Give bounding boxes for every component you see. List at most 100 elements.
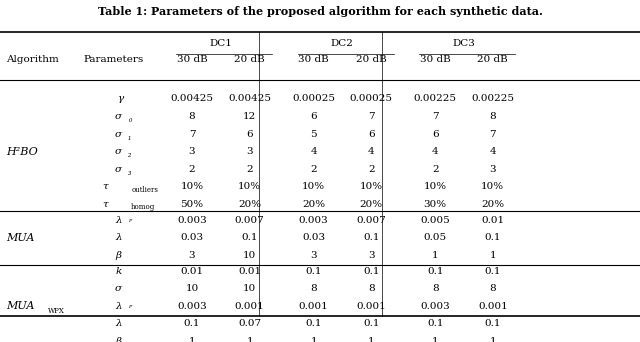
Text: 3: 3 — [189, 147, 195, 156]
Text: 0.00425: 0.00425 — [228, 94, 271, 103]
Text: 20 dB: 20 dB — [356, 54, 387, 64]
Text: 10: 10 — [243, 251, 256, 260]
Text: 20 dB: 20 dB — [234, 54, 265, 64]
Text: β: β — [115, 337, 122, 342]
Text: 0.1: 0.1 — [427, 319, 444, 328]
Text: homog: homog — [131, 203, 156, 211]
Text: σ: σ — [115, 147, 122, 156]
Text: H²BO: H²BO — [6, 147, 38, 157]
Text: 0.00225: 0.00225 — [471, 94, 515, 103]
Text: 10%: 10% — [302, 182, 325, 191]
Text: 2: 2 — [189, 165, 195, 174]
Text: 0.1: 0.1 — [305, 319, 322, 328]
Text: 0.1: 0.1 — [484, 319, 501, 328]
Text: 1: 1 — [490, 251, 496, 260]
Text: 0.01: 0.01 — [238, 267, 261, 276]
Text: ₀: ₀ — [127, 116, 131, 124]
Text: 0.007: 0.007 — [235, 216, 264, 225]
Text: 0.00425: 0.00425 — [170, 94, 214, 103]
Text: 0.01: 0.01 — [481, 216, 504, 225]
Text: 2: 2 — [246, 165, 253, 174]
Text: 30%: 30% — [424, 200, 447, 209]
Text: 0.1: 0.1 — [363, 267, 380, 276]
Text: τ: τ — [103, 182, 108, 191]
Text: 6: 6 — [310, 112, 317, 121]
Text: λ: λ — [115, 216, 122, 225]
Text: 1: 1 — [432, 337, 438, 342]
Text: 4: 4 — [310, 147, 317, 156]
Text: 6: 6 — [368, 130, 374, 139]
Text: 0.01: 0.01 — [180, 267, 204, 276]
Text: 10%: 10% — [180, 182, 204, 191]
Text: 3: 3 — [368, 251, 374, 260]
Text: 0.1: 0.1 — [484, 267, 501, 276]
Text: ₃: ₃ — [127, 169, 131, 177]
Text: 0.00025: 0.00025 — [292, 94, 335, 103]
Text: 7: 7 — [189, 130, 195, 139]
Text: 0.1: 0.1 — [305, 267, 322, 276]
Text: 1: 1 — [246, 337, 253, 342]
Text: Algorithm: Algorithm — [6, 54, 59, 64]
Text: 8: 8 — [490, 284, 496, 293]
Text: 20%: 20% — [302, 200, 325, 209]
Text: Table 1: Parameters of the proposed algorithm for each synthetic data.: Table 1: Parameters of the proposed algo… — [97, 6, 543, 17]
Text: 0.1: 0.1 — [363, 319, 380, 328]
Text: 0.001: 0.001 — [478, 302, 508, 311]
Text: 8: 8 — [310, 284, 317, 293]
Text: 0.03: 0.03 — [180, 233, 204, 242]
Text: 0.003: 0.003 — [177, 302, 207, 311]
Text: 10%: 10% — [481, 182, 504, 191]
Text: 20%: 20% — [360, 200, 383, 209]
Text: 1: 1 — [189, 337, 195, 342]
Text: 0.003: 0.003 — [177, 216, 207, 225]
Text: 6: 6 — [246, 130, 253, 139]
Text: k: k — [115, 267, 122, 276]
Text: 1: 1 — [310, 337, 317, 342]
Text: MUA: MUA — [6, 233, 35, 243]
Text: 8: 8 — [490, 112, 496, 121]
Text: 20%: 20% — [481, 200, 504, 209]
Text: 30 dB: 30 dB — [420, 54, 451, 64]
Text: 2: 2 — [432, 165, 438, 174]
Text: 50%: 50% — [180, 200, 204, 209]
Text: 5: 5 — [310, 130, 317, 139]
Text: 10: 10 — [243, 284, 256, 293]
Text: Parameters: Parameters — [83, 54, 143, 64]
Text: 4: 4 — [490, 147, 496, 156]
Text: 0.1: 0.1 — [363, 233, 380, 242]
Text: 0.001: 0.001 — [299, 302, 328, 311]
Text: 7: 7 — [490, 130, 496, 139]
Text: λ: λ — [115, 233, 122, 242]
Text: 12: 12 — [243, 112, 256, 121]
Text: 3: 3 — [490, 165, 496, 174]
Text: WPX: WPX — [48, 307, 65, 315]
Text: ᴾ: ᴾ — [127, 305, 131, 314]
Text: ᴾ: ᴾ — [127, 219, 131, 227]
Text: 1: 1 — [368, 337, 374, 342]
Text: 0.1: 0.1 — [184, 319, 200, 328]
Text: DC1: DC1 — [209, 39, 232, 48]
Text: 3: 3 — [189, 251, 195, 260]
Text: ₂: ₂ — [127, 152, 131, 159]
Text: 0.07: 0.07 — [238, 319, 261, 328]
Text: 1: 1 — [490, 337, 496, 342]
Text: 7: 7 — [368, 112, 374, 121]
Text: MUA: MUA — [6, 301, 35, 311]
Text: 10%: 10% — [360, 182, 383, 191]
Text: 20 dB: 20 dB — [477, 54, 508, 64]
Text: 30 dB: 30 dB — [177, 54, 207, 64]
Text: 1: 1 — [432, 251, 438, 260]
Text: 0.007: 0.007 — [356, 216, 386, 225]
Text: 30 dB: 30 dB — [298, 54, 329, 64]
Text: 10: 10 — [186, 284, 198, 293]
Text: 10%: 10% — [424, 182, 447, 191]
Text: σ: σ — [115, 284, 122, 293]
Text: DC3: DC3 — [452, 39, 476, 48]
Text: 20%: 20% — [238, 200, 261, 209]
Text: 0.001: 0.001 — [356, 302, 386, 311]
Text: 8: 8 — [432, 284, 438, 293]
Text: β: β — [115, 251, 122, 260]
Text: ₁: ₁ — [127, 134, 131, 142]
Text: 8: 8 — [189, 112, 195, 121]
Text: 0.05: 0.05 — [424, 233, 447, 242]
